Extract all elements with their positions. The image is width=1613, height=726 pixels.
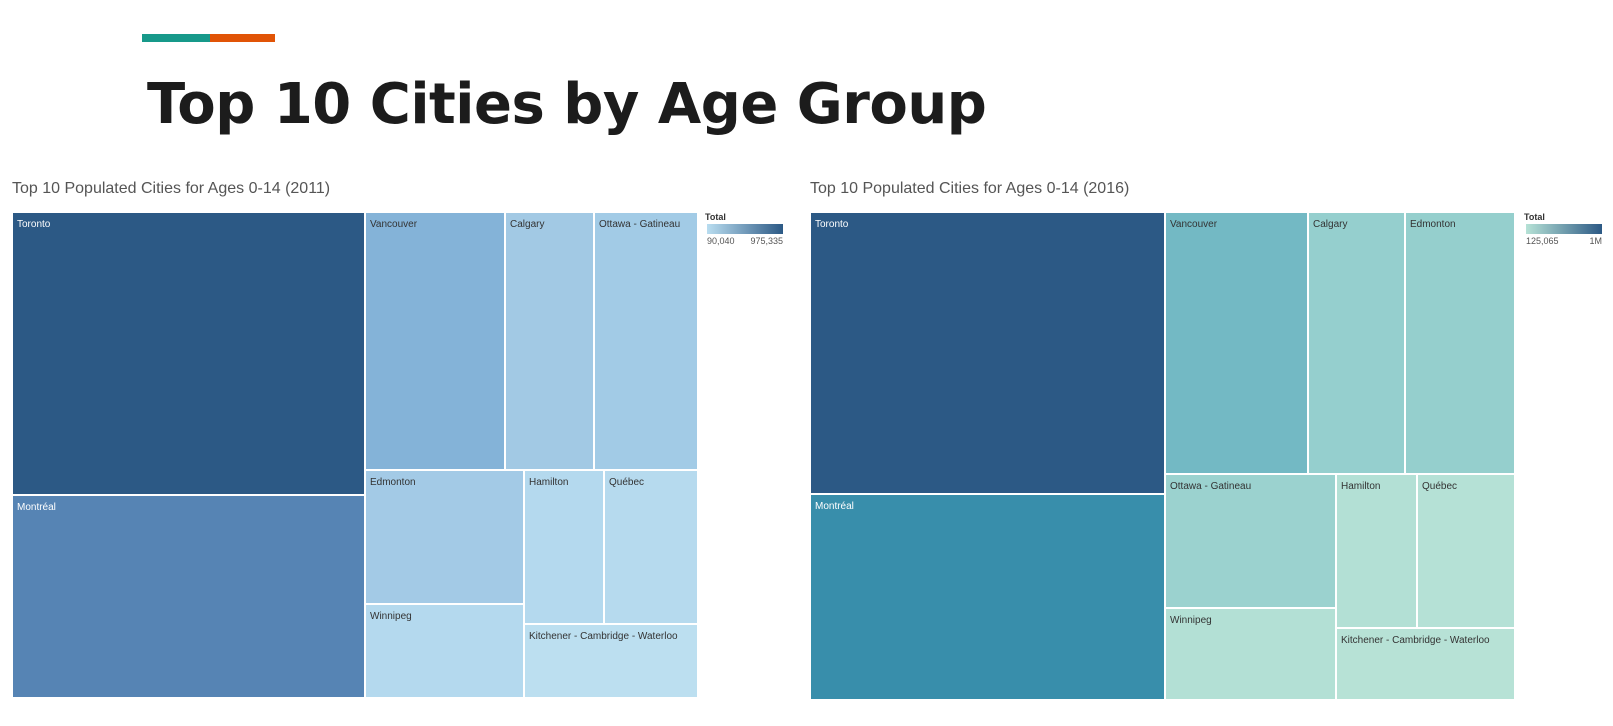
treemap-2016[interactable]: Toronto Montréal Vancouver Calgary Edmonton O… xyxy=(810,212,1515,700)
treemap-tile-label: Calgary xyxy=(510,219,545,230)
treemap-tile-hamilton[interactable]: Hamilton xyxy=(524,470,604,624)
treemap-tile-winnipeg[interactable]: Winnipeg xyxy=(1165,608,1336,700)
treemap-tile-kitchener-cambridge-waterloo[interactable]: Kitchener - Cambridge - Waterloo xyxy=(1336,628,1515,700)
treemap-tile-ottawa-gatineau[interactable]: Ottawa - Gatineau xyxy=(594,212,698,470)
treemap-tile-calgary[interactable]: Calgary xyxy=(1308,212,1405,474)
treemap-tile-label: Montréal xyxy=(815,501,854,512)
treemap-tile-winnipeg[interactable]: Winnipeg xyxy=(365,604,524,698)
legend-color-bar xyxy=(1526,224,1602,234)
legend-2016: Total 125,065 1M xyxy=(1524,212,1604,248)
treemap-2011[interactable]: Toronto Montréal Vancouver Calgary Ottawa - … xyxy=(12,212,698,698)
accent-bar-teal xyxy=(142,34,210,42)
treemap-tile-edmonton[interactable]: Edmonton xyxy=(1405,212,1515,474)
treemap-tile-label: Edmonton xyxy=(370,477,416,488)
treemap-tile-label: Toronto xyxy=(17,219,51,230)
chart-title-2011: Top 10 Populated Cities for Ages 0-14 (2… xyxy=(12,180,331,197)
legend-title: Total xyxy=(1524,212,1545,222)
treemap-tile-quebec[interactable]: Québec xyxy=(604,470,698,624)
legend-max-label: 975,335 xyxy=(750,236,783,246)
treemap-tile-label: Hamilton xyxy=(529,477,569,488)
treemap-tile-label: Kitchener - Cambridge - Waterloo xyxy=(1341,635,1490,646)
treemap-tile-montreal[interactable]: Montréal xyxy=(12,495,365,698)
treemap-tile-label: Winnipeg xyxy=(1170,615,1212,626)
treemap-tile-label: Winnipeg xyxy=(370,611,412,622)
treemap-tile-hamilton[interactable]: Hamilton xyxy=(1336,474,1417,628)
treemap-tile-label: Montréal xyxy=(17,502,56,513)
page-title: Top 10 Cities by Age Group xyxy=(147,72,987,137)
treemap-tile-label: Toronto xyxy=(815,219,849,230)
treemap-tile-edmonton[interactable]: Edmonton xyxy=(365,470,524,604)
legend-min-label: 90,040 xyxy=(707,236,735,246)
treemap-tile-calgary[interactable]: Calgary xyxy=(505,212,594,470)
chart-title-2016: Top 10 Populated Cities for Ages 0-14 (2… xyxy=(810,180,1130,197)
treemap-tile-quebec[interactable]: Québec xyxy=(1417,474,1515,628)
legend-title: Total xyxy=(705,212,726,222)
legend-2011: Total 90,040 975,335 xyxy=(705,212,785,248)
treemap-tile-label: Ottawa - Gatineau xyxy=(599,219,681,230)
accent-bar-orange xyxy=(210,34,275,42)
treemap-tile-label: Kitchener - Cambridge - Waterloo xyxy=(529,631,678,642)
treemap-tile-ottawa-gatineau[interactable]: Ottawa - Gatineau xyxy=(1165,474,1336,608)
treemap-tile-montreal[interactable]: Montréal xyxy=(810,494,1165,700)
treemap-tile-toronto[interactable]: Toronto xyxy=(810,212,1165,494)
treemap-tile-label: Calgary xyxy=(1313,219,1348,230)
treemap-tile-label: Québec xyxy=(1422,481,1458,492)
treemap-tile-vancouver[interactable]: Vancouver xyxy=(1165,212,1308,474)
legend-min-label: 125,065 xyxy=(1526,236,1559,246)
treemap-tile-kitchener-cambridge-waterloo[interactable]: Kitchener - Cambridge - Waterloo xyxy=(524,624,698,698)
treemap-tile-label: Hamilton xyxy=(1341,481,1381,492)
treemap-tile-label: Ottawa - Gatineau xyxy=(1170,481,1252,492)
legend-max-label: 1M xyxy=(1589,236,1602,246)
treemap-tile-label: Edmonton xyxy=(1410,219,1456,230)
treemap-tile-label: Vancouver xyxy=(1170,219,1218,230)
treemap-tile-toronto[interactable]: Toronto xyxy=(12,212,365,495)
legend-color-bar xyxy=(707,224,783,234)
treemap-tile-label: Québec xyxy=(609,477,645,488)
treemap-tile-label: Vancouver xyxy=(370,219,418,230)
treemap-tile-vancouver[interactable]: Vancouver xyxy=(365,212,505,470)
